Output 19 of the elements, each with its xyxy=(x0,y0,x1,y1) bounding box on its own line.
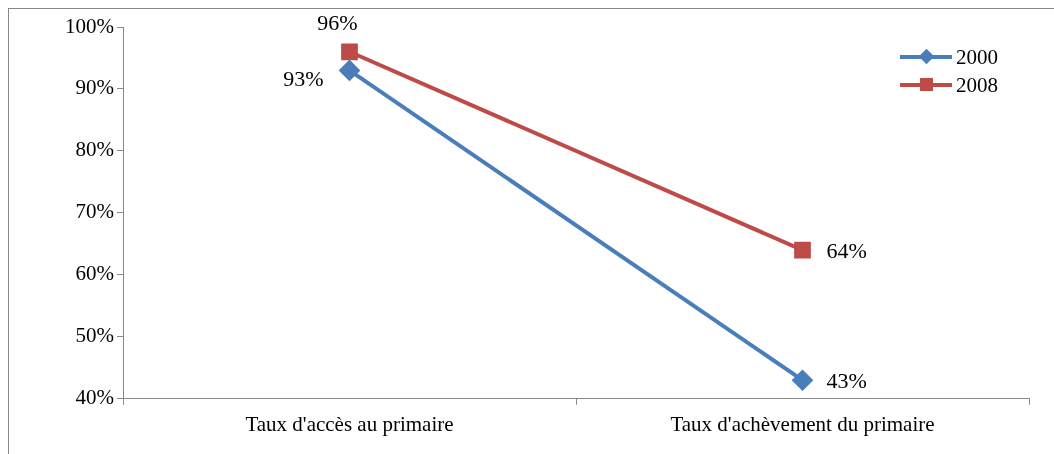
point xyxy=(794,241,811,259)
y-tick-label: 90% xyxy=(75,75,114,100)
data-label: 64% xyxy=(826,237,867,263)
data-label: 96% xyxy=(317,9,358,35)
legend-label: 2000 xyxy=(956,44,998,70)
y-tick-label: 60% xyxy=(75,261,114,286)
legend-label: 2008 xyxy=(956,72,998,98)
y-tick-label: 50% xyxy=(75,323,114,348)
point xyxy=(339,60,360,81)
x-tick-label: Taux d'accès au primaire xyxy=(245,411,454,436)
y-tick-label: 100% xyxy=(65,13,114,38)
y-tick-label: 80% xyxy=(75,137,114,162)
data-label: 93% xyxy=(283,66,324,92)
data-label: 43% xyxy=(826,367,867,393)
x-tick-label: Taux d'achèvement du primaire xyxy=(670,411,935,436)
y-tick-label: 70% xyxy=(75,199,114,224)
point xyxy=(341,43,358,61)
point xyxy=(792,370,813,391)
y-tick-label: 40% xyxy=(75,385,114,410)
